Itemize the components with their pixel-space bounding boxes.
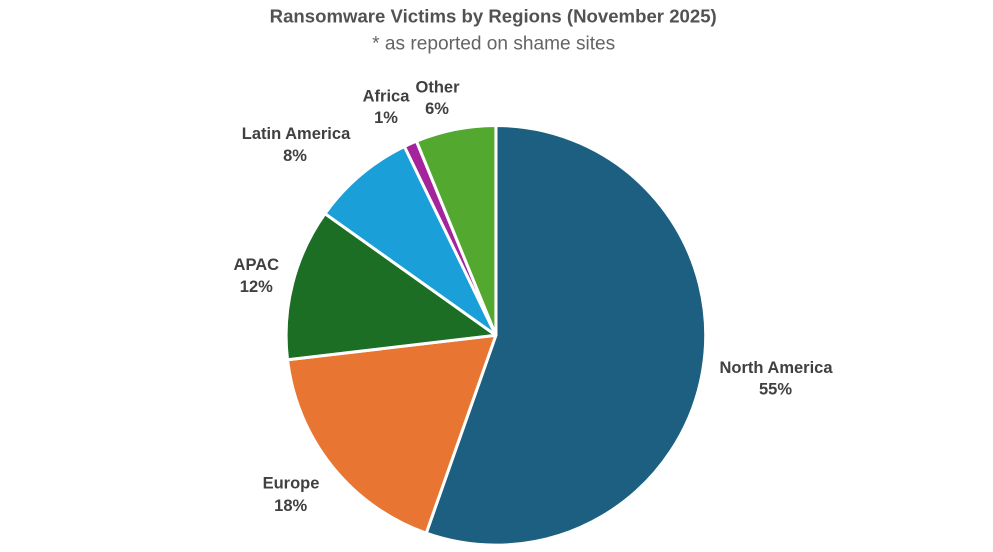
svg-text:Latin America: Latin America xyxy=(242,125,351,143)
svg-text:12%: 12% xyxy=(240,278,273,296)
svg-text:55%: 55% xyxy=(759,381,792,399)
svg-text:Ransomware Victims by Regions: Ransomware Victims by Regions (November … xyxy=(270,6,717,27)
svg-text:* as reported on shame sites: * as reported on shame sites xyxy=(372,33,615,54)
svg-text:North America: North America xyxy=(719,359,833,377)
svg-text:1%: 1% xyxy=(374,109,398,127)
svg-text:6%: 6% xyxy=(425,100,449,118)
svg-text:Other: Other xyxy=(415,79,460,97)
svg-text:APAC: APAC xyxy=(234,256,280,274)
svg-text:18%: 18% xyxy=(274,497,307,515)
svg-text:Europe: Europe xyxy=(263,475,320,493)
svg-text:Africa: Africa xyxy=(363,88,411,106)
svg-text:8%: 8% xyxy=(283,147,307,165)
